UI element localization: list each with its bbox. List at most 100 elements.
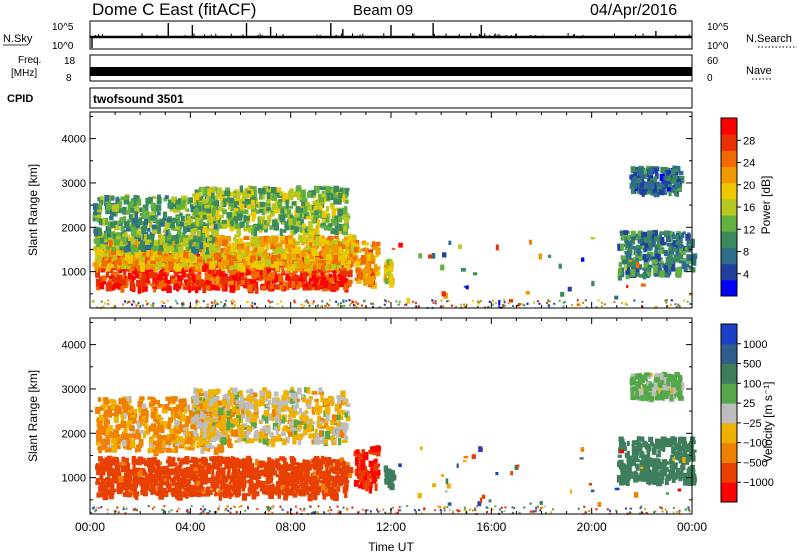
ground-scatter-cell bbox=[523, 304, 526, 307]
scatter-cell bbox=[160, 263, 165, 267]
scatter-cell bbox=[323, 456, 328, 465]
scatter-cell bbox=[296, 214, 301, 220]
scatter-cell bbox=[102, 492, 109, 501]
colorbar-segment bbox=[721, 215, 737, 232]
scatter-cell bbox=[292, 217, 298, 225]
scatter-cell bbox=[287, 244, 292, 252]
scatter-cell bbox=[135, 198, 142, 206]
scatter-cell bbox=[120, 259, 125, 267]
scatter-cell bbox=[318, 197, 325, 203]
scatter-cell bbox=[124, 279, 129, 286]
scatter-cell bbox=[243, 465, 249, 473]
scatter-cell bbox=[190, 277, 197, 284]
ground-scatter-cell bbox=[268, 305, 271, 308]
scatter-cell bbox=[258, 235, 263, 240]
colorbar-tick-label: 28 bbox=[743, 135, 755, 147]
scatter-cell bbox=[247, 265, 252, 270]
scatter-cell bbox=[336, 467, 343, 475]
scatter-cell bbox=[142, 285, 148, 292]
scatter-cell bbox=[167, 202, 171, 209]
scatter-cell bbox=[116, 236, 121, 240]
scatter-cell bbox=[345, 187, 349, 196]
scatter-cell bbox=[256, 263, 261, 270]
scatter-cell bbox=[213, 236, 218, 243]
scatter-cell bbox=[113, 224, 120, 231]
scatter-cell bbox=[332, 458, 336, 463]
scatter-cell bbox=[384, 261, 390, 265]
scatter-cell bbox=[337, 216, 343, 223]
scatter-cell bbox=[253, 244, 258, 251]
nsearch-tick-bottom: 10^0 bbox=[707, 41, 729, 52]
scatter-cell bbox=[240, 459, 244, 463]
scatter-cell bbox=[633, 184, 638, 189]
scatter-cell bbox=[179, 483, 186, 490]
scatter-cell bbox=[179, 212, 183, 217]
scatter-cell bbox=[316, 257, 320, 262]
scatter-cell bbox=[345, 250, 350, 255]
scatter-cell bbox=[243, 236, 250, 241]
scatter-cell bbox=[369, 253, 375, 260]
scatter-cell bbox=[281, 221, 285, 225]
scatter-cell bbox=[643, 237, 649, 242]
scatter-cell bbox=[344, 259, 348, 263]
scatter-cell bbox=[233, 488, 239, 495]
scatter-cell bbox=[142, 273, 147, 280]
scatter-cell bbox=[202, 245, 207, 253]
scatter-cell bbox=[220, 202, 224, 206]
scatter-cell bbox=[641, 245, 646, 250]
scatter-cell bbox=[290, 225, 295, 230]
scatter-cell bbox=[688, 265, 693, 270]
scatter-cell bbox=[232, 464, 237, 471]
scatter-cell bbox=[107, 201, 112, 208]
scatter-cell bbox=[267, 220, 272, 224]
scatter-cell bbox=[145, 197, 151, 204]
scatter-cell bbox=[182, 283, 188, 288]
ground-scatter-cell bbox=[216, 302, 219, 305]
scatter-cell bbox=[193, 247, 200, 255]
scatter-cell bbox=[326, 192, 331, 201]
scatter-cell bbox=[637, 238, 643, 244]
scatter-cell bbox=[169, 202, 174, 210]
scatter-cell bbox=[662, 167, 669, 174]
nsearch-tick-top: 10^5 bbox=[707, 22, 729, 33]
scatter-cell bbox=[158, 256, 162, 263]
ground-scatter-cell bbox=[348, 299, 351, 302]
scatter-cell bbox=[119, 217, 124, 223]
ground-scatter-cell bbox=[137, 301, 140, 304]
scatter-cell bbox=[101, 490, 107, 496]
scatter-cell bbox=[156, 273, 163, 281]
scatter-cell bbox=[158, 481, 164, 489]
ground-scatter-cell bbox=[477, 301, 480, 304]
scatter-cell bbox=[112, 469, 118, 476]
scatter-cell bbox=[338, 192, 343, 198]
scatter-cell bbox=[295, 246, 301, 251]
scatter-cell bbox=[315, 234, 320, 242]
scatter-cell bbox=[110, 457, 116, 462]
scatter-cell bbox=[246, 470, 253, 475]
colorbar-segment bbox=[721, 166, 737, 184]
ground-scatter-cell bbox=[308, 304, 311, 307]
scatter-cell bbox=[666, 266, 672, 274]
scatter-cell bbox=[322, 276, 327, 283]
scatter-cell bbox=[631, 236, 635, 241]
scatter-cell bbox=[316, 461, 321, 465]
scatter-cell bbox=[277, 201, 283, 209]
scatter-cell bbox=[337, 273, 342, 278]
scatter-cell bbox=[340, 281, 344, 287]
scatter-cell bbox=[363, 247, 368, 252]
scatter-cell bbox=[333, 259, 339, 266]
colorbar-segment bbox=[721, 118, 737, 135]
scatter-cell bbox=[198, 465, 204, 469]
scatter-cell bbox=[333, 254, 339, 261]
scatter-cell bbox=[327, 245, 334, 254]
scatter-cell bbox=[125, 226, 132, 232]
scatter-cell bbox=[193, 268, 198, 273]
scatter-cell bbox=[346, 240, 350, 246]
scatter-cell bbox=[263, 221, 267, 230]
scatter-cell bbox=[134, 206, 140, 214]
scatter-cell bbox=[167, 279, 171, 285]
scatter-cell bbox=[225, 219, 230, 228]
scatter-cell bbox=[102, 281, 107, 285]
scatter-cell bbox=[334, 222, 339, 231]
scatter-cell bbox=[320, 455, 325, 460]
